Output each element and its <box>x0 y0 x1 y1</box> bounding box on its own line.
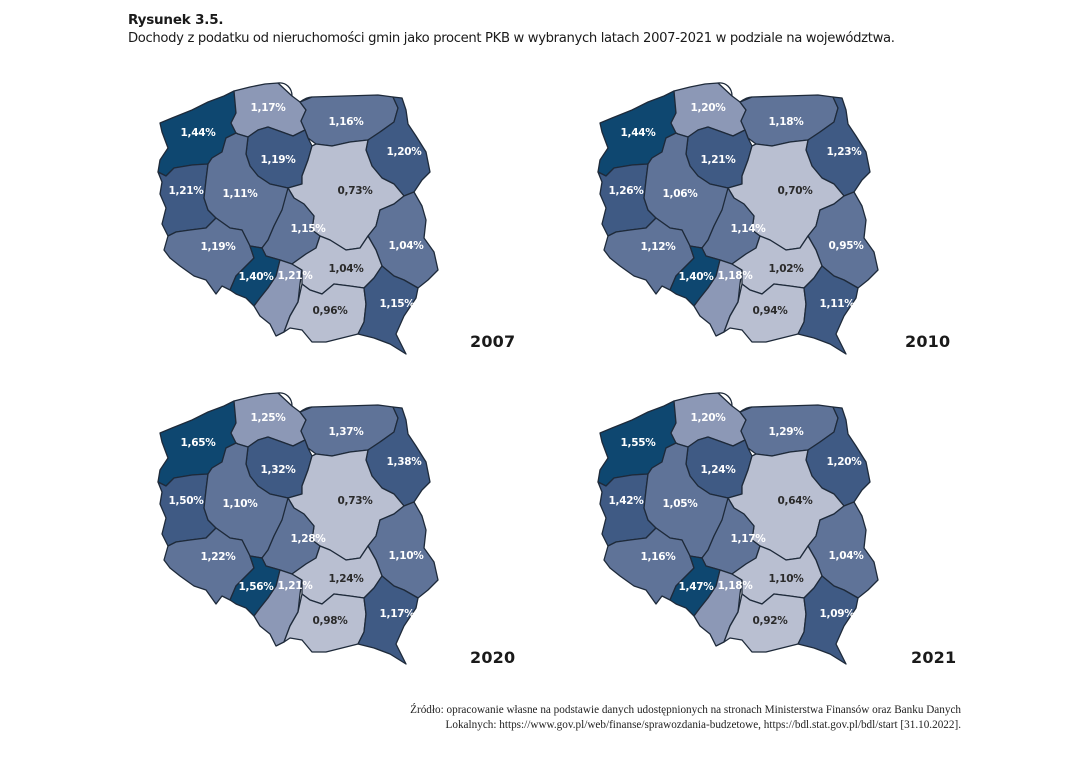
value-label-mazowieckie: 0,73% <box>338 495 374 507</box>
value-label-podkarpackie: 1,09% <box>820 608 856 620</box>
value-label-opolskie: 1,47% <box>679 581 715 593</box>
value-label-warmińsko-mazurskie: 1,18% <box>769 116 805 128</box>
value-label-mazowieckie: 0,73% <box>338 185 374 197</box>
value-label-pomorskie: 1,17% <box>251 102 287 114</box>
value-label-świętokrzyskie: 1,24% <box>329 573 365 585</box>
region-śląskie <box>693 569 743 647</box>
value-label-mazowieckie: 0,70% <box>778 185 814 197</box>
value-label-małopolskie: 0,98% <box>313 615 349 627</box>
value-label-opolskie: 1,56% <box>239 581 275 593</box>
value-label-kujawsko-pomorskie: 1,32% <box>261 464 297 476</box>
value-label-pomorskie: 1,25% <box>251 412 287 424</box>
value-label-lubelskie: 0,95% <box>829 240 865 252</box>
year-label-2007: 2007 <box>470 332 516 351</box>
value-label-małopolskie: 0,92% <box>753 615 789 627</box>
value-label-warmińsko-mazurskie: 1,29% <box>769 426 805 438</box>
value-label-podlaskie: 1,23% <box>827 146 863 158</box>
hel-peninsula <box>277 82 293 97</box>
value-label-łódzkie: 1,28% <box>291 533 327 545</box>
value-label-podkarpackie: 1,17% <box>380 608 416 620</box>
region-podkarpackie <box>797 575 859 665</box>
value-label-dolnośląskie: 1,12% <box>641 241 677 253</box>
figure-label: Rysunek 3.5. <box>128 12 224 28</box>
value-label-kujawsko-pomorskie: 1,21% <box>701 154 737 166</box>
value-label-lubuskie: 1,42% <box>609 495 645 507</box>
region-małopolskie <box>723 283 807 343</box>
region-podkarpackie <box>797 265 859 355</box>
source-line-1: Źródło: opracowanie własne na podstawie … <box>410 704 961 716</box>
value-label-śląskie: 1,18% <box>718 580 754 592</box>
value-label-lubuskie: 1,26% <box>609 185 645 197</box>
value-label-łódzkie: 1,14% <box>731 223 767 235</box>
value-label-mazowieckie: 0,64% <box>778 495 814 507</box>
region-podkarpackie <box>357 265 419 355</box>
value-label-zachodniopomorskie: 1,65% <box>181 437 217 449</box>
map-2021: 1,55% 1,20% 1,29% 1,20% 1,24% 1,42% 1,05… <box>590 390 890 670</box>
value-label-lubelskie: 1,04% <box>389 240 425 252</box>
region-małopolskie <box>723 593 807 653</box>
value-label-zachodniopomorskie: 1,44% <box>181 127 217 139</box>
source-note: Źródło: opracowanie własne na podstawie … <box>410 703 961 733</box>
value-label-warmińsko-mazurskie: 1,16% <box>329 116 365 128</box>
value-label-podkarpackie: 1,11% <box>820 298 856 310</box>
value-label-pomorskie: 1,20% <box>691 102 727 114</box>
figure-title: Dochody z podatku od nieruchomości gmin … <box>128 31 895 46</box>
value-label-śląskie: 1,21% <box>278 270 314 282</box>
value-label-pomorskie: 1,20% <box>691 412 727 424</box>
value-label-kujawsko-pomorskie: 1,24% <box>701 464 737 476</box>
region-małopolskie <box>283 283 367 343</box>
region-śląskie <box>253 569 303 647</box>
hel-peninsula <box>717 82 733 97</box>
year-label-2010: 2010 <box>905 332 951 351</box>
region-śląskie <box>253 259 303 337</box>
value-label-podlaskie: 1,20% <box>387 146 423 158</box>
value-label-świętokrzyskie: 1,10% <box>769 573 805 585</box>
value-label-łódzkie: 1,15% <box>291 223 327 235</box>
value-label-śląskie: 1,21% <box>278 580 314 592</box>
poland-map: 1,44% 1,20% 1,18% 1,23% 1,21% 1,26% 1,06… <box>597 82 879 355</box>
poland-map: 1,55% 1,20% 1,29% 1,20% 1,24% 1,42% 1,05… <box>597 392 879 665</box>
source-line-2: Lokalnych: https://www.gov.pl/web/finans… <box>445 719 961 731</box>
value-label-zachodniopomorskie: 1,55% <box>621 437 657 449</box>
value-label-łódzkie: 1,17% <box>731 533 767 545</box>
value-label-opolskie: 1,40% <box>239 271 275 283</box>
value-label-lubuskie: 1,21% <box>169 185 205 197</box>
value-label-opolskie: 1,40% <box>679 271 715 283</box>
region-podkarpackie <box>357 575 419 665</box>
region-małopolskie <box>283 593 367 653</box>
value-label-dolnośląskie: 1,22% <box>201 551 237 563</box>
value-label-dolnośląskie: 1,16% <box>641 551 677 563</box>
map-2020: 1,65% 1,25% 1,37% 1,38% 1,32% 1,50% 1,10… <box>150 390 450 670</box>
value-label-wielkopolskie: 1,05% <box>663 498 699 510</box>
value-label-podkarpackie: 1,15% <box>380 298 416 310</box>
value-label-lubelskie: 1,04% <box>829 550 865 562</box>
hel-peninsula <box>717 392 733 407</box>
map-2007: 1,44% 1,17% 1,16% 1,20% 1,19% 1,21% 1,11… <box>150 80 450 360</box>
value-label-kujawsko-pomorskie: 1,19% <box>261 154 297 166</box>
value-label-wielkopolskie: 1,06% <box>663 188 699 200</box>
region-śląskie <box>693 259 743 337</box>
value-label-wielkopolskie: 1,10% <box>223 498 259 510</box>
year-label-2021: 2021 <box>911 648 957 667</box>
value-label-warmińsko-mazurskie: 1,37% <box>329 426 365 438</box>
year-label-2020: 2020 <box>470 648 516 667</box>
value-label-małopolskie: 0,94% <box>753 305 789 317</box>
map-2010: 1,44% 1,20% 1,18% 1,23% 1,21% 1,26% 1,06… <box>590 80 890 360</box>
value-label-lubuskie: 1,50% <box>169 495 205 507</box>
hel-peninsula <box>277 392 293 407</box>
poland-map: 1,65% 1,25% 1,37% 1,38% 1,32% 1,50% 1,10… <box>157 392 439 665</box>
value-label-świętokrzyskie: 1,02% <box>769 263 805 275</box>
poland-map: 1,44% 1,17% 1,16% 1,20% 1,19% 1,21% 1,11… <box>157 82 439 355</box>
value-label-śląskie: 1,18% <box>718 270 754 282</box>
value-label-małopolskie: 0,96% <box>313 305 349 317</box>
value-label-podlaskie: 1,20% <box>827 456 863 468</box>
value-label-lubelskie: 1,10% <box>389 550 425 562</box>
value-label-świętokrzyskie: 1,04% <box>329 263 365 275</box>
value-label-zachodniopomorskie: 1,44% <box>621 127 657 139</box>
value-label-dolnośląskie: 1,19% <box>201 241 237 253</box>
value-label-podlaskie: 1,38% <box>387 456 423 468</box>
value-label-wielkopolskie: 1,11% <box>223 188 259 200</box>
